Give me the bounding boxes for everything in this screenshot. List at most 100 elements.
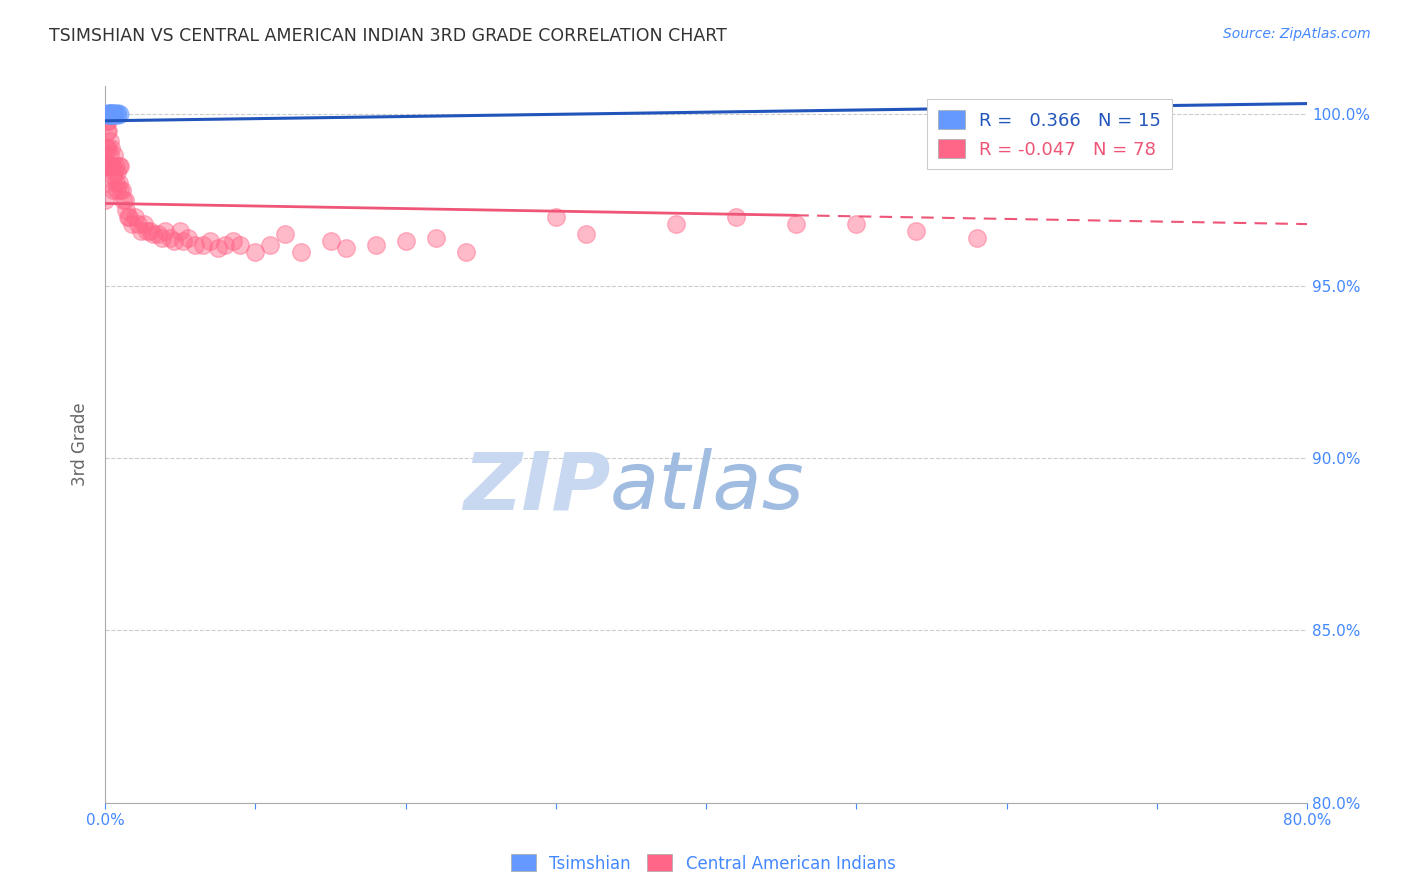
Point bbox=[142, 227, 165, 242]
Point bbox=[1070, 107, 1092, 121]
Point bbox=[127, 217, 149, 231]
Point bbox=[785, 217, 807, 231]
Point bbox=[146, 227, 169, 242]
Point bbox=[103, 148, 125, 162]
Point bbox=[117, 210, 139, 224]
Point bbox=[104, 159, 127, 173]
Text: atlas: atlas bbox=[610, 449, 804, 526]
Point bbox=[200, 235, 222, 249]
Point bbox=[163, 235, 186, 249]
Point bbox=[103, 107, 125, 121]
Point bbox=[114, 193, 136, 207]
Point bbox=[96, 141, 118, 155]
Point bbox=[229, 237, 252, 252]
Y-axis label: 3rd Grade: 3rd Grade bbox=[72, 402, 89, 486]
Point bbox=[94, 193, 117, 207]
Point bbox=[101, 107, 124, 121]
Point bbox=[101, 159, 124, 173]
Point bbox=[1146, 107, 1168, 121]
Point bbox=[100, 107, 122, 121]
Point bbox=[364, 237, 387, 252]
Point bbox=[105, 183, 128, 197]
Point bbox=[97, 107, 120, 121]
Point bbox=[107, 176, 129, 190]
Point bbox=[665, 217, 688, 231]
Point bbox=[159, 231, 181, 245]
Point bbox=[725, 210, 748, 224]
Point bbox=[98, 159, 121, 173]
Point bbox=[274, 227, 297, 242]
Point bbox=[454, 244, 477, 259]
Point bbox=[319, 235, 342, 249]
Point bbox=[121, 217, 143, 231]
Point bbox=[129, 224, 152, 238]
Point bbox=[94, 159, 117, 173]
Point bbox=[94, 107, 117, 121]
Point bbox=[97, 141, 120, 155]
Point bbox=[172, 235, 194, 249]
Point bbox=[139, 224, 162, 238]
Text: ZIP: ZIP bbox=[463, 449, 610, 526]
Point bbox=[98, 107, 121, 121]
Point bbox=[97, 124, 120, 138]
Point bbox=[103, 165, 125, 179]
Point bbox=[96, 124, 118, 138]
Point bbox=[575, 227, 598, 242]
Point bbox=[98, 135, 121, 149]
Point bbox=[105, 165, 128, 179]
Point bbox=[104, 176, 127, 190]
Point bbox=[134, 217, 156, 231]
Point bbox=[966, 231, 988, 245]
Point bbox=[905, 224, 928, 238]
Point bbox=[191, 237, 214, 252]
Point bbox=[101, 107, 124, 121]
Point bbox=[110, 183, 132, 197]
Point bbox=[100, 141, 122, 155]
Point bbox=[155, 224, 177, 238]
Point bbox=[96, 113, 118, 128]
Point bbox=[94, 107, 117, 121]
Point bbox=[845, 217, 868, 231]
Point bbox=[150, 231, 173, 245]
Point bbox=[124, 210, 146, 224]
Point bbox=[184, 237, 207, 252]
Point bbox=[112, 193, 135, 207]
Point bbox=[207, 241, 229, 255]
Point bbox=[94, 176, 117, 190]
Point bbox=[100, 159, 122, 173]
Point bbox=[100, 107, 122, 121]
Point bbox=[110, 159, 132, 173]
Point bbox=[96, 107, 118, 121]
Point bbox=[98, 107, 121, 121]
Point bbox=[214, 237, 236, 252]
Point bbox=[395, 235, 418, 249]
Point bbox=[425, 231, 447, 245]
Point bbox=[335, 241, 357, 255]
Point bbox=[105, 107, 128, 121]
Point bbox=[107, 159, 129, 173]
Point bbox=[259, 237, 281, 252]
Legend: Tsimshian, Central American Indians: Tsimshian, Central American Indians bbox=[503, 847, 903, 880]
Point bbox=[118, 210, 141, 224]
Point bbox=[290, 244, 312, 259]
Point bbox=[544, 210, 567, 224]
Text: Source: ZipAtlas.com: Source: ZipAtlas.com bbox=[1223, 27, 1371, 41]
Text: TSIMSHIAN VS CENTRAL AMERICAN INDIAN 3RD GRADE CORRELATION CHART: TSIMSHIAN VS CENTRAL AMERICAN INDIAN 3RD… bbox=[49, 27, 727, 45]
Point bbox=[169, 224, 191, 238]
Point bbox=[245, 244, 267, 259]
Point bbox=[111, 183, 134, 197]
Point bbox=[177, 231, 200, 245]
Point bbox=[101, 169, 124, 183]
Point bbox=[97, 113, 120, 128]
Point bbox=[107, 107, 129, 121]
Point bbox=[98, 148, 121, 162]
Point bbox=[94, 141, 117, 155]
Point bbox=[222, 235, 245, 249]
Legend: R =   0.366   N = 15, R = -0.047   N = 78: R = 0.366 N = 15, R = -0.047 N = 78 bbox=[927, 99, 1171, 169]
Point bbox=[101, 183, 124, 197]
Point bbox=[115, 203, 138, 218]
Point bbox=[136, 224, 159, 238]
Point bbox=[104, 107, 127, 121]
Point bbox=[96, 159, 118, 173]
Point bbox=[98, 107, 121, 121]
